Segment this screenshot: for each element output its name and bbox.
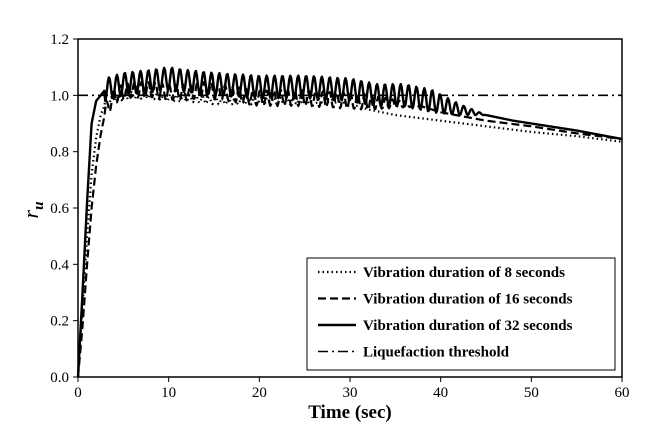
y-tick-label: 1.0	[50, 88, 69, 104]
legend-box	[306, 257, 616, 371]
y-tick-label: 0.2	[50, 314, 69, 330]
legend-label: Vibration duration of 16 seconds	[363, 292, 573, 308]
y-axis-title: ru	[18, 202, 47, 219]
x-tick-label: 0	[74, 385, 82, 401]
x-tick-label: 60	[615, 385, 630, 401]
series-line-solid	[76, 66, 623, 378]
x-tick-label: 20	[252, 385, 267, 401]
y-tick-label: 0.8	[50, 145, 69, 161]
y-axis-title-main: r	[18, 209, 43, 218]
x-tick-label: 10	[161, 385, 176, 401]
y-tick-label: 0.6	[50, 201, 69, 217]
y-tick-label: 0.0	[50, 370, 69, 386]
y-tick-label: 1.2	[50, 32, 69, 48]
legend-label: Liquefaction threshold	[363, 345, 510, 361]
x-tick-label: 40	[433, 385, 448, 401]
legend-label: Vibration duration of 8 seconds	[363, 265, 565, 281]
legend: Vibration duration of 8 seconds Vibration…	[306, 257, 616, 371]
x-tick-label: 30	[343, 385, 358, 401]
x-tick-label: 50	[524, 385, 539, 401]
x-axis-title: Time (sec)	[308, 402, 392, 423]
y-axis-title-sub: u	[31, 202, 47, 210]
legend-label: Vibration duration of 32 seconds	[363, 318, 573, 334]
y-tick-label: 0.4	[50, 257, 69, 273]
